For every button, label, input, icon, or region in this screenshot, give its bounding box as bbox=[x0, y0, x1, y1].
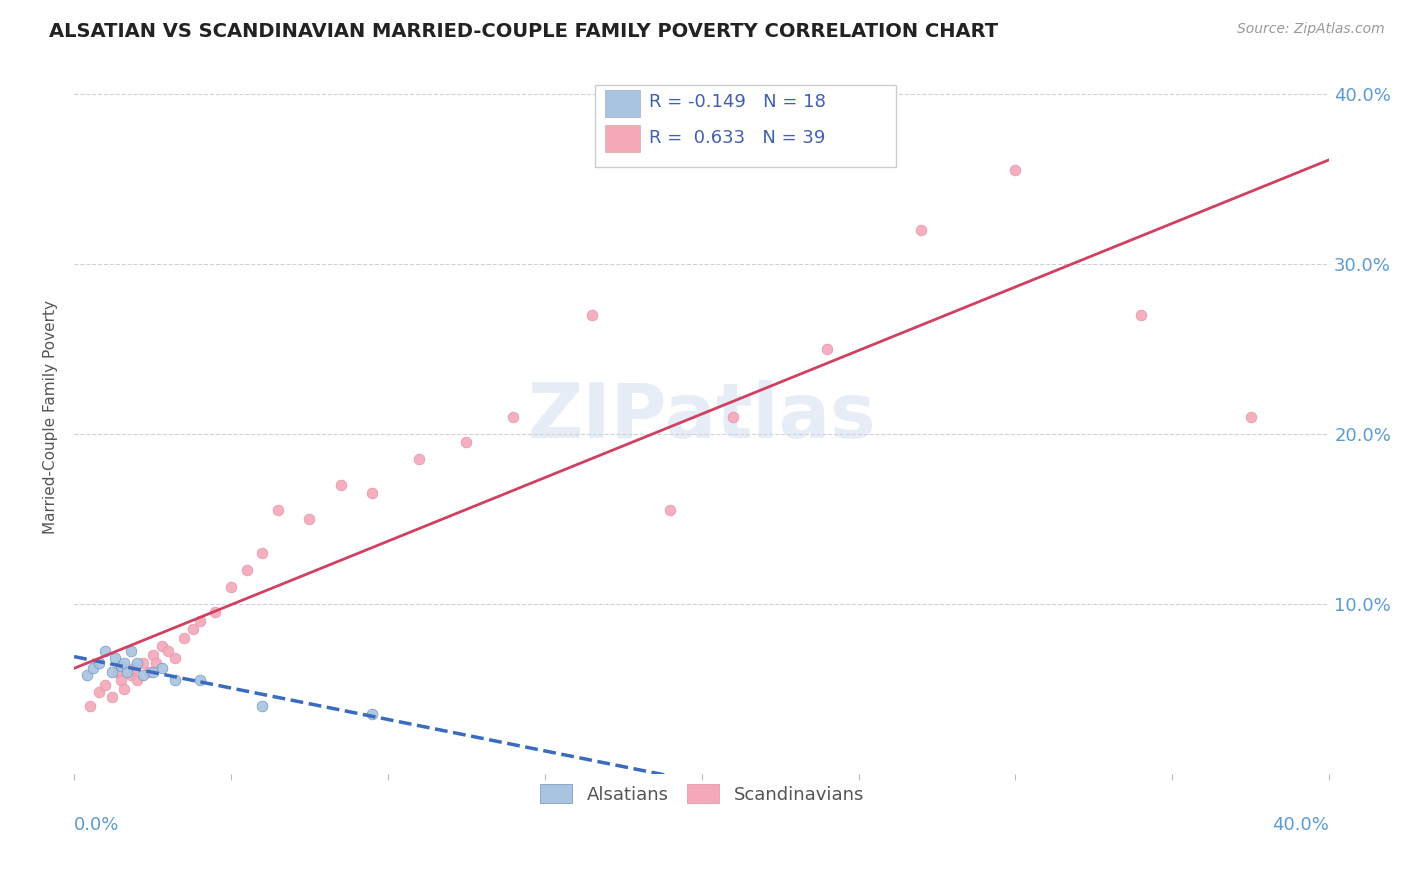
Point bbox=[132, 656, 155, 670]
Point bbox=[329, 477, 352, 491]
Text: R = -0.149   N = 18: R = -0.149 N = 18 bbox=[650, 93, 825, 112]
Text: ALSATIAN VS SCANDINAVIAN MARRIED-COUPLE FAMILY POVERTY CORRELATION CHART: ALSATIAN VS SCANDINAVIAN MARRIED-COUPLE … bbox=[49, 22, 998, 41]
Text: ZIPatlas: ZIPatlas bbox=[527, 380, 876, 453]
Text: 0.0%: 0.0% bbox=[75, 816, 120, 834]
FancyBboxPatch shape bbox=[605, 125, 640, 153]
Point bbox=[138, 665, 160, 679]
Point bbox=[100, 665, 122, 679]
Point bbox=[125, 673, 148, 687]
Point bbox=[456, 435, 478, 450]
Point bbox=[163, 651, 186, 665]
Point bbox=[235, 562, 257, 576]
Text: 40.0%: 40.0% bbox=[1272, 816, 1329, 834]
Point bbox=[110, 673, 132, 687]
Point bbox=[94, 678, 117, 692]
Point bbox=[141, 665, 163, 679]
Point bbox=[150, 661, 173, 675]
Legend: Alsatians, Scandinavians: Alsatians, Scandinavians bbox=[533, 777, 872, 811]
Point bbox=[120, 644, 142, 658]
FancyBboxPatch shape bbox=[605, 89, 640, 117]
Point bbox=[581, 308, 603, 322]
FancyBboxPatch shape bbox=[595, 85, 896, 167]
Point bbox=[910, 222, 932, 236]
Point bbox=[89, 685, 111, 699]
Point bbox=[361, 486, 384, 500]
Point bbox=[79, 698, 101, 713]
Point bbox=[361, 706, 384, 721]
Point bbox=[89, 656, 111, 670]
Point bbox=[150, 639, 173, 653]
Point bbox=[117, 665, 139, 679]
Point bbox=[94, 644, 117, 658]
Point bbox=[163, 673, 186, 687]
Point bbox=[183, 622, 205, 636]
Point bbox=[100, 690, 122, 704]
Point bbox=[82, 661, 104, 675]
Point bbox=[120, 668, 142, 682]
Point bbox=[110, 659, 132, 673]
Point bbox=[252, 698, 274, 713]
Point bbox=[141, 648, 163, 662]
Point bbox=[219, 580, 242, 594]
Point bbox=[1240, 409, 1263, 424]
Point bbox=[252, 545, 274, 559]
Point bbox=[173, 631, 195, 645]
Point bbox=[112, 681, 135, 696]
Point bbox=[132, 668, 155, 682]
Point bbox=[267, 503, 290, 517]
Text: Source: ZipAtlas.com: Source: ZipAtlas.com bbox=[1237, 22, 1385, 37]
Point bbox=[188, 614, 211, 628]
Point bbox=[112, 656, 135, 670]
Point bbox=[145, 656, 167, 670]
Point bbox=[107, 665, 129, 679]
Point bbox=[298, 511, 321, 525]
Point bbox=[659, 503, 682, 517]
Point bbox=[204, 605, 226, 619]
Point bbox=[1130, 308, 1153, 322]
Point bbox=[104, 651, 127, 665]
Point bbox=[815, 342, 838, 356]
Point bbox=[502, 409, 524, 424]
Text: R =  0.633   N = 39: R = 0.633 N = 39 bbox=[650, 128, 825, 147]
Point bbox=[76, 668, 98, 682]
Point bbox=[408, 452, 430, 467]
Point bbox=[1004, 163, 1026, 178]
Point bbox=[157, 644, 180, 658]
Point bbox=[188, 673, 211, 687]
Point bbox=[125, 656, 148, 670]
Y-axis label: Married-Couple Family Poverty: Married-Couple Family Poverty bbox=[44, 300, 58, 533]
Point bbox=[721, 409, 744, 424]
Point bbox=[122, 661, 145, 675]
